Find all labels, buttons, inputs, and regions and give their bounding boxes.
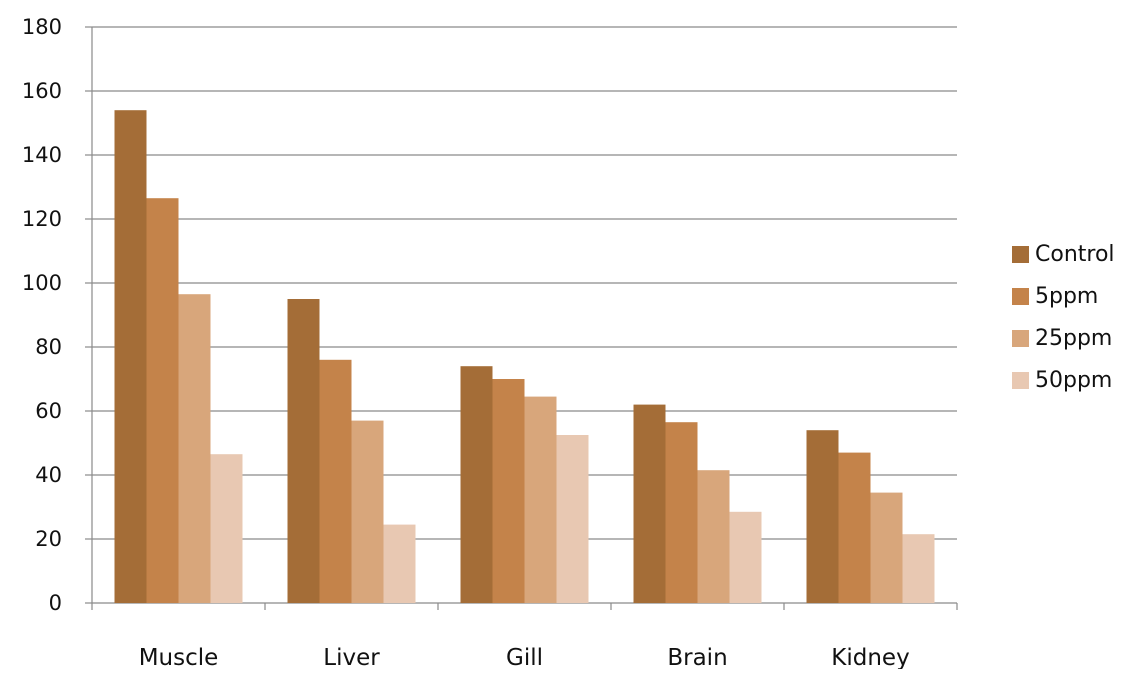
x-category-label: Gill (506, 645, 543, 669)
legend-swatch (1012, 372, 1029, 389)
bar-kidney-25ppm (870, 492, 903, 603)
bar-liver-control (287, 299, 320, 603)
bar-muscle-5ppm (146, 198, 179, 603)
bar-gill-50ppm (556, 435, 589, 603)
bar-gill-control (460, 366, 493, 603)
bar-kidney-control (806, 430, 839, 603)
bar-brain-25ppm (697, 470, 730, 603)
bar-liver-5ppm (319, 359, 352, 603)
bar-liver-25ppm (351, 420, 384, 603)
y-tick-label: 140 (22, 143, 62, 167)
bar-kidney-50ppm (902, 534, 935, 603)
y-tick-label: 180 (22, 15, 62, 39)
legend-label: 5ppm (1035, 284, 1098, 309)
legend-swatch (1012, 246, 1029, 263)
bar-brain-5ppm (665, 422, 698, 603)
bars (114, 110, 935, 603)
x-category-label: Liver (323, 645, 380, 669)
y-tick-label: 100 (22, 271, 62, 295)
category-labels: Muscle Liver Gill Brain Kidney (139, 645, 910, 671)
bar-kidney-5ppm (838, 452, 871, 603)
y-tick-label: 80 (35, 335, 62, 359)
bar-gill-25ppm (524, 396, 557, 603)
y-tick-label: 0 (49, 591, 62, 615)
legend-label: Control (1035, 242, 1115, 267)
y-tick-label: 120 (22, 207, 62, 231)
legend-label: 50ppm (1035, 368, 1112, 393)
x-category-label: Kidney (831, 645, 909, 669)
legend-label: 25ppm (1035, 326, 1112, 351)
legend-swatch (1012, 330, 1029, 347)
bar-muscle-50ppm (210, 454, 243, 603)
x-category-label: Muscle (139, 645, 219, 669)
y-tick-labels: 0 20 40 60 80 100 120 140 160 180 (22, 15, 62, 615)
y-tick-label: 160 (22, 79, 62, 103)
bar-brain-control (633, 404, 666, 603)
bar-muscle-25ppm (178, 294, 211, 603)
bar-liver-50ppm (383, 524, 416, 603)
legend: Control 5ppm 25ppm 50ppm (1012, 242, 1115, 393)
bar-gill-5ppm (492, 379, 525, 603)
legend-swatch (1012, 288, 1029, 305)
bar-brain-50ppm (729, 511, 762, 603)
bar-muscle-control (114, 110, 147, 603)
y-tick-label: 40 (35, 463, 62, 487)
y-tick-label: 60 (35, 399, 62, 423)
x-category-label: Brain (667, 645, 727, 669)
y-tick-label: 20 (35, 527, 62, 551)
